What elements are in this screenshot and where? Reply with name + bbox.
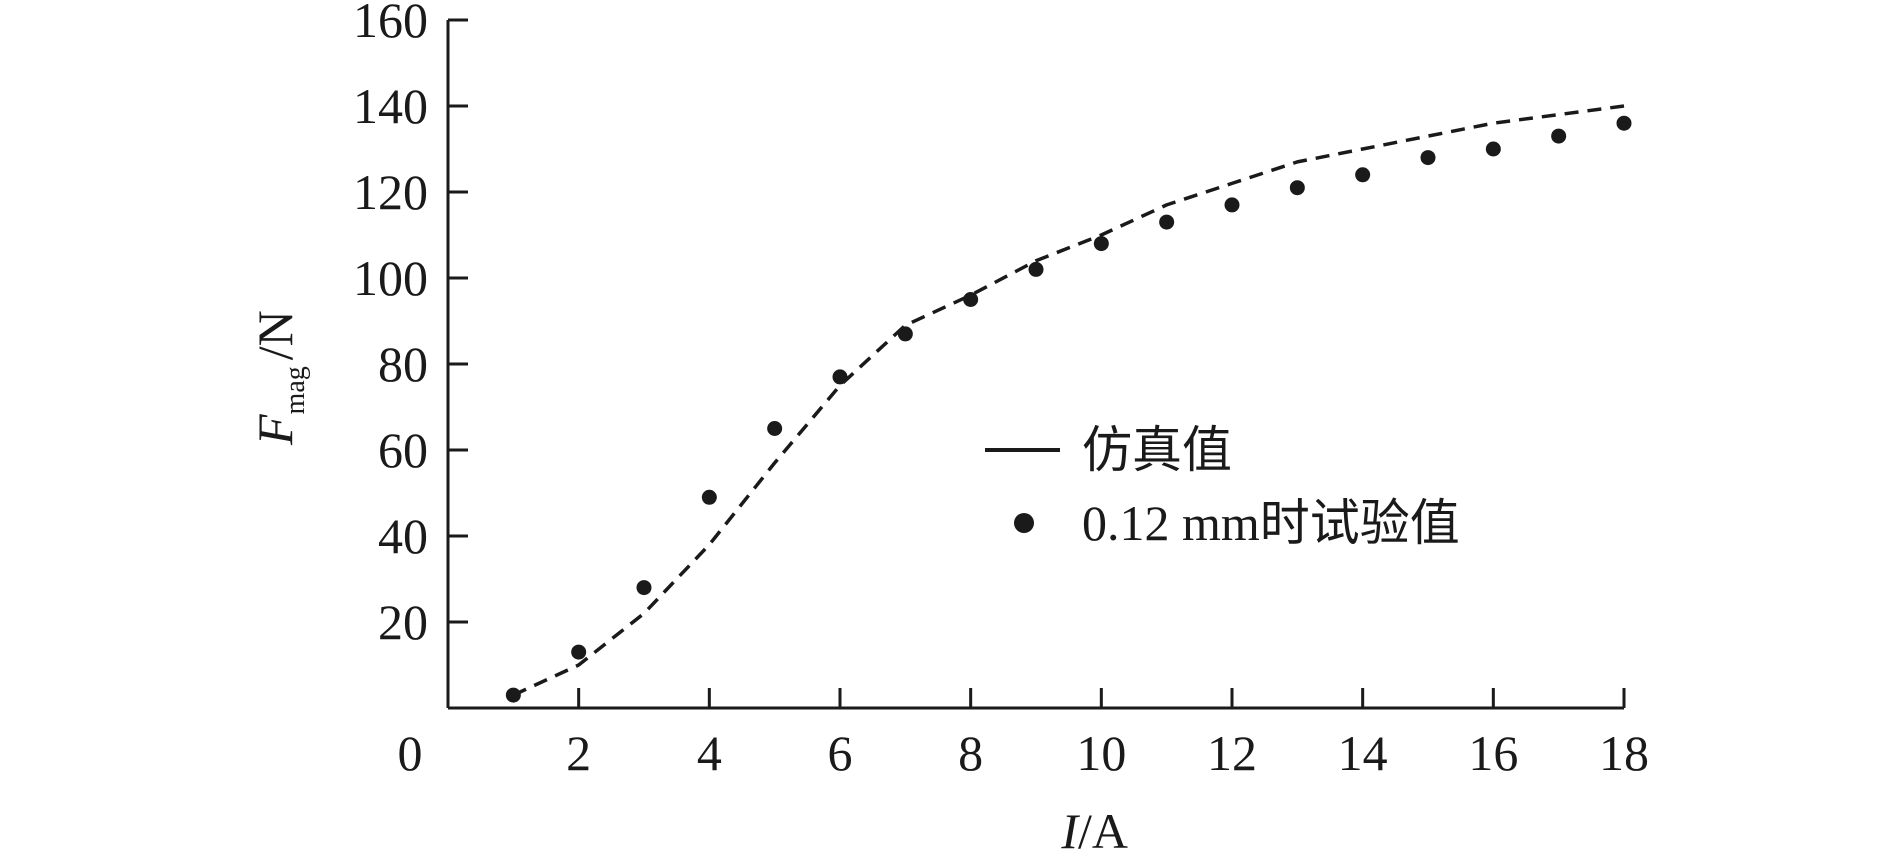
legend: 仿真值 0.12 mm时试验值 bbox=[985, 422, 1460, 551]
y-tick-label: 20 bbox=[378, 594, 428, 650]
data-point bbox=[897, 326, 913, 342]
data-point bbox=[832, 369, 848, 385]
y-tick-label: 100 bbox=[353, 250, 428, 306]
legend-label: 0.12 mm时试验值 bbox=[1082, 495, 1460, 551]
y-tick-label: 60 bbox=[378, 422, 428, 478]
data-point bbox=[767, 421, 783, 436]
data-point bbox=[1289, 180, 1305, 196]
data-point bbox=[1485, 141, 1501, 157]
y-tick-label: 140 bbox=[353, 78, 428, 134]
legend-label: 仿真值 bbox=[1082, 422, 1232, 478]
data-point bbox=[571, 644, 587, 660]
data-point bbox=[963, 292, 979, 307]
axes: 0 2 4 6 8 10 12 14 16 18 20 40 60 80 100 120 140 160 I/A Fm… bbox=[247, 0, 1649, 859]
y-tick-label: 40 bbox=[378, 508, 428, 564]
plot-area bbox=[505, 104, 1632, 703]
y-axis-title: Fmag/N bbox=[247, 310, 311, 446]
x-axis-title: I/A bbox=[1060, 803, 1128, 858]
data-point bbox=[636, 580, 652, 596]
x-tick-label: 16 bbox=[1468, 725, 1518, 781]
legend-marker-dot bbox=[1014, 513, 1034, 533]
data-point bbox=[701, 489, 717, 505]
series-line-simulation bbox=[512, 104, 1625, 697]
x-tick-label: 18 bbox=[1599, 725, 1649, 781]
x-tick-label: 12 bbox=[1207, 725, 1257, 781]
y-tick-label: 160 bbox=[353, 0, 428, 48]
data-point bbox=[1028, 261, 1044, 277]
y-tick-label: 120 bbox=[353, 164, 428, 220]
x-tick-label: 10 bbox=[1076, 725, 1126, 781]
data-point bbox=[1224, 197, 1240, 213]
x-tick-label: 4 bbox=[697, 725, 722, 781]
data-point bbox=[1159, 214, 1175, 230]
x-tick-label: 2 bbox=[566, 725, 591, 781]
data-point bbox=[1420, 150, 1436, 166]
x-tick-label: 8 bbox=[958, 725, 983, 781]
x-tick-label: 0 bbox=[398, 725, 423, 781]
data-point bbox=[505, 687, 521, 703]
x-tick-label: 14 bbox=[1338, 725, 1388, 781]
data-point bbox=[1551, 128, 1567, 144]
y-tick-label: 80 bbox=[378, 336, 428, 392]
data-point bbox=[1616, 115, 1632, 131]
data-point bbox=[1093, 236, 1109, 252]
x-tick-label: 6 bbox=[828, 725, 853, 781]
data-point bbox=[1355, 167, 1371, 183]
